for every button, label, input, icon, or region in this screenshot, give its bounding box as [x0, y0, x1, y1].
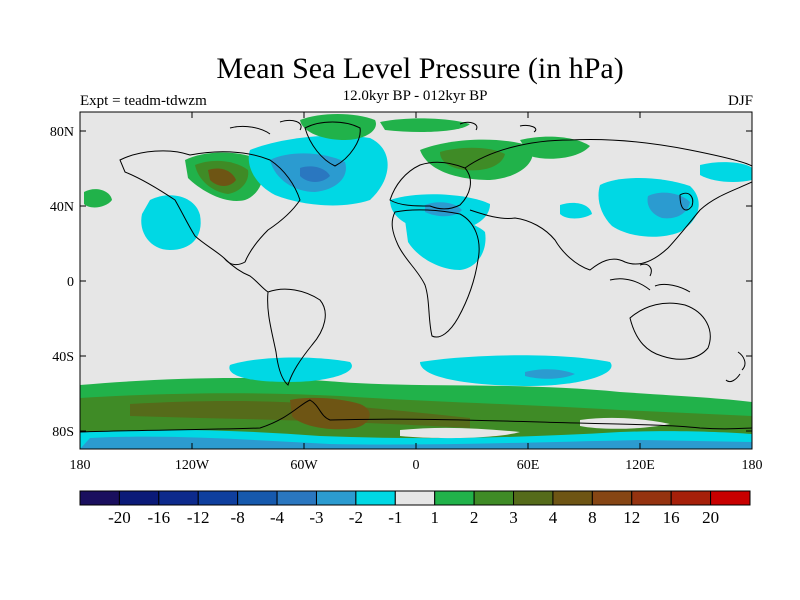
colorbar-swatch — [631, 490, 672, 506]
latitude-ticks — [80, 130, 752, 432]
coast-arctic-islands — [229, 119, 537, 135]
antarctic-blue-fringe — [80, 436, 752, 449]
west-pacific-cyan — [700, 162, 752, 183]
coast-greenland — [304, 121, 361, 167]
asia-cyan-low — [598, 177, 699, 237]
longitude-ticks — [79, 112, 753, 449]
coast-japan — [679, 192, 694, 211]
coast-africa — [391, 209, 480, 338]
indian-cyan-patch — [560, 202, 592, 219]
colorbar-label: 16 — [663, 508, 680, 527]
colorbar-label: 1 — [430, 508, 439, 527]
colorbar-swatch — [237, 490, 278, 506]
lon-label-60w: 60W — [290, 458, 318, 473]
africa-cyan-low — [405, 217, 486, 270]
coast-antarctica — [80, 399, 752, 433]
lon-label-180e: 180 — [742, 458, 763, 473]
lat-label-40s: 40S — [52, 350, 74, 365]
map-subtitle: 12.0kyr BP - 012kyr BP — [342, 88, 488, 104]
lon-label-180w: 180 — [70, 458, 91, 473]
colorbar-label: -3 — [309, 508, 323, 527]
coast-australia — [629, 302, 711, 360]
antarctic-neutral-patches — [400, 417, 670, 439]
greenland-green-high — [300, 114, 376, 140]
colorbar-swatch — [591, 490, 633, 506]
colorbar-swatch — [355, 490, 396, 506]
north-pacific-cyan-low — [141, 195, 201, 250]
colorbar-swatch — [670, 490, 712, 506]
season-label: DJF — [727, 93, 753, 109]
coast-central-america — [223, 257, 269, 293]
anomaly-fields — [80, 114, 752, 449]
colorbar-label: -8 — [231, 508, 245, 527]
colorbar-swatch — [710, 490, 751, 506]
colorbar-label: 20 — [702, 508, 719, 527]
lat-label-80s: 80S — [52, 425, 74, 440]
colorbar-label: -1 — [388, 508, 402, 527]
coast-south-america — [267, 288, 326, 386]
colorbar-label: 3 — [509, 508, 518, 527]
colorbar-label: -12 — [187, 508, 210, 527]
colorbar-swatch — [197, 490, 239, 506]
coastlines — [80, 119, 752, 433]
colorbar-label: 12 — [623, 508, 640, 527]
pacific-green-patch — [84, 189, 112, 208]
colorbar-swatch — [79, 490, 120, 506]
colorbar-swatch — [158, 490, 199, 506]
colorbar-swatch — [394, 490, 436, 506]
lat-label-0: 0 — [67, 275, 74, 290]
colorbar-label: -4 — [270, 508, 285, 527]
north-atlantic-darkblue-core — [300, 166, 330, 182]
south-atlantic-indian-low — [420, 355, 612, 386]
arctic-green-strip — [380, 118, 470, 132]
colorbar: -20 -16 -12 -8 -4 -3 -2 -1 1 2 3 4 8 12 16 20 — [79, 490, 751, 527]
colorbar-label: 4 — [549, 508, 558, 527]
colorbar-label: -2 — [349, 508, 363, 527]
lon-label-0: 0 — [413, 458, 420, 473]
coast-europe — [389, 161, 471, 210]
indian-ocean-blue-core — [525, 369, 575, 379]
latitude-labels: 80N 40N 0 40S 80S — [50, 125, 74, 440]
colorbar-swatch — [434, 490, 475, 506]
coast-indonesia — [609, 263, 691, 293]
colorbar-label: 8 — [588, 508, 597, 527]
colorbar-swatch — [276, 490, 317, 506]
coast-north-america — [119, 150, 301, 266]
colorbar-swatch — [315, 490, 357, 506]
asia-blue-low — [647, 192, 690, 219]
lon-label-120w: 120W — [175, 458, 210, 473]
lat-label-80n: 80N — [50, 125, 74, 140]
south-pacific-low — [229, 357, 352, 382]
coast-new-zealand — [725, 351, 746, 383]
map-title: Mean Sea Level Pressure (in hPa) — [216, 52, 624, 85]
experiment-label: Expt = teadm-tdwzm — [80, 93, 207, 109]
antarctic-brown-blob — [290, 397, 370, 430]
lat-label-40n: 40N — [50, 200, 74, 215]
colorbar-swatch — [513, 490, 554, 506]
colorbar-label: -16 — [147, 508, 170, 527]
colorbar-label: -20 — [108, 508, 131, 527]
colorbar-swatch — [552, 490, 593, 506]
colorbar-label: 2 — [470, 508, 479, 527]
lon-label-60e: 60E — [517, 458, 540, 473]
coast-asia — [464, 138, 752, 271]
colorbar-swatch — [473, 490, 515, 506]
lon-label-120e: 120E — [625, 458, 655, 473]
north-america-brown-core — [208, 168, 236, 186]
longitude-labels: 180 120W 60W 0 60E 120E 180 — [70, 458, 763, 473]
colorbar-swatch — [118, 490, 160, 506]
